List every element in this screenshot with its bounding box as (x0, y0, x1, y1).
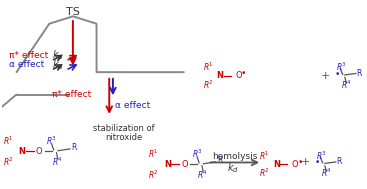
Text: N: N (217, 71, 224, 80)
Text: R: R (72, 143, 77, 153)
Text: $R^4$: $R^4$ (341, 79, 352, 91)
Text: $R^2$: $R^2$ (259, 167, 270, 180)
Text: R: R (357, 69, 362, 77)
Text: $R^3$: $R^3$ (316, 149, 327, 162)
Text: •: • (334, 70, 339, 79)
Text: $R^2$: $R^2$ (203, 79, 214, 91)
Text: π* effect: π* effect (52, 90, 91, 99)
Text: TS: TS (66, 7, 80, 17)
Text: $R^3$: $R^3$ (46, 135, 57, 147)
Text: $R^1$: $R^1$ (259, 149, 270, 162)
Text: $R^2$: $R^2$ (3, 155, 14, 168)
Text: N: N (164, 160, 171, 169)
Text: •: • (314, 158, 320, 167)
Text: α effect: α effect (115, 101, 150, 110)
Text: stabilization of: stabilization of (93, 124, 155, 132)
Text: N: N (273, 160, 280, 169)
Text: O: O (181, 160, 188, 169)
Text: $k_d$: $k_d$ (52, 49, 64, 62)
Text: O: O (235, 71, 241, 80)
Text: O: O (36, 147, 43, 156)
Text: R: R (337, 157, 342, 166)
Text: $k_d$: $k_d$ (52, 58, 64, 72)
Text: +: + (301, 157, 310, 167)
Text: α effect: α effect (9, 60, 44, 69)
Text: •: • (241, 69, 247, 78)
Text: $R^3$: $R^3$ (192, 148, 203, 160)
Text: π* effect: π* effect (9, 51, 48, 60)
Text: nitroxide: nitroxide (105, 133, 142, 142)
Text: R: R (217, 156, 222, 166)
Text: +: + (321, 71, 330, 81)
Text: $k_d$: $k_d$ (227, 161, 239, 175)
Text: $R^4$: $R^4$ (321, 167, 332, 180)
Text: homolysis: homolysis (212, 152, 257, 161)
Text: O: O (291, 160, 298, 169)
Text: $R^1$: $R^1$ (148, 148, 159, 160)
Text: $R^2$: $R^2$ (148, 168, 159, 181)
Text: $R^1$: $R^1$ (203, 61, 214, 73)
Text: $R^3$: $R^3$ (337, 61, 348, 73)
Text: $R^4$: $R^4$ (52, 155, 63, 168)
Text: •: • (298, 158, 303, 167)
Text: N: N (18, 147, 25, 156)
Text: $R^4$: $R^4$ (197, 168, 208, 181)
Text: $R^1$: $R^1$ (3, 135, 14, 147)
